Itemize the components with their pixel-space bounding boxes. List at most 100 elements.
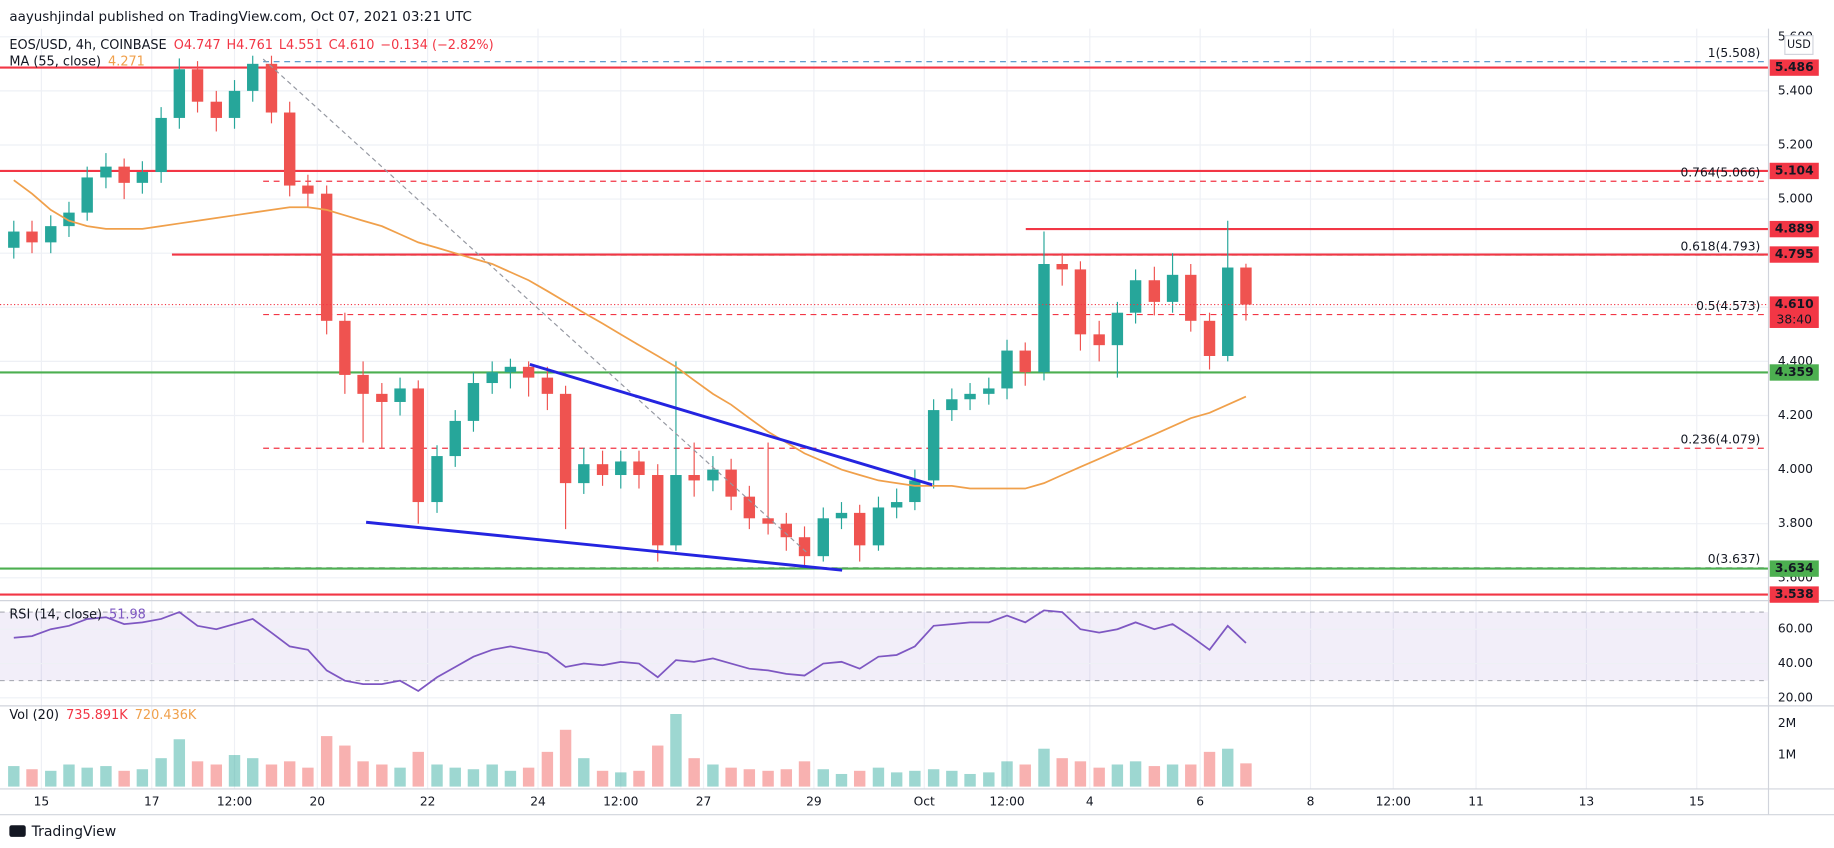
vol-tick-label: 1M <box>1778 748 1796 762</box>
published-line: aayushjindal published on TradingView.co… <box>9 10 472 25</box>
candle-body <box>118 166 130 183</box>
rsi-band <box>0 612 1769 681</box>
candle-body <box>890 502 903 508</box>
candle-body <box>688 475 700 481</box>
level-price-label: 3.634 <box>1775 561 1814 575</box>
volume-bar <box>817 769 829 787</box>
candle-body <box>522 366 535 378</box>
candle-body <box>265 63 278 113</box>
x-tick-label: 12:00 <box>1376 794 1411 808</box>
candle-body <box>376 393 388 402</box>
x-tick-label: 20 <box>309 794 325 808</box>
y-tick-label: 4.200 <box>1778 408 1813 422</box>
close: C4.610 <box>329 38 375 53</box>
candle-body <box>1074 269 1087 335</box>
volume-bar <box>909 770 921 787</box>
candle-body <box>1093 334 1105 346</box>
candle-body <box>1240 267 1252 305</box>
fib-label: 1(5.508) <box>1708 46 1761 60</box>
rsi-legend: RSI (14, close) 51.98 <box>9 607 146 622</box>
volume-bar <box>467 769 480 787</box>
volume-bar <box>652 745 664 787</box>
volume-bar <box>615 772 627 787</box>
level-price-label: 4.889 <box>1775 222 1814 236</box>
volume-bar <box>486 764 498 787</box>
volume-bar <box>100 766 112 787</box>
volume-bar <box>946 770 958 787</box>
fib-label: 0.236(4.079) <box>1680 433 1760 447</box>
vol-tick-label: 2M <box>1778 716 1796 730</box>
level-price-box <box>1769 586 1819 603</box>
current-price-box <box>1769 296 1819 328</box>
grid <box>0 28 1769 789</box>
vol-last: 735.891K <box>66 708 128 723</box>
volume-bar <box>762 770 774 787</box>
volume-bar <box>504 770 517 787</box>
candle-body <box>1222 267 1234 356</box>
volume-bar <box>780 769 793 787</box>
marks <box>0 55 1769 787</box>
volume-bar <box>578 758 590 787</box>
volume-bar <box>835 773 848 787</box>
open: O4.747 <box>174 38 221 53</box>
candle-body <box>173 69 186 118</box>
x-tick-label: 6 <box>1196 794 1204 808</box>
candle-body <box>817 518 829 557</box>
x-tick-label: 15 <box>1689 794 1705 808</box>
volume-bar <box>1001 761 1013 787</box>
candle-body <box>339 320 351 375</box>
candle-body <box>1001 350 1013 389</box>
y-tick-label: 4.000 <box>1778 462 1813 476</box>
volume-bar <box>853 770 866 787</box>
candle-body <box>1019 350 1031 373</box>
rsi-tick-label: 60.00 <box>1778 622 1813 636</box>
volume-bar <box>596 770 609 787</box>
candle-body <box>707 469 719 481</box>
volume-bar <box>1038 748 1050 787</box>
volume-bar <box>191 761 204 787</box>
candle-body <box>872 507 885 546</box>
candle-body <box>247 63 259 91</box>
candle-body <box>670 475 682 546</box>
volume-bar <box>890 772 903 787</box>
volume-bar <box>449 767 461 787</box>
candle-body <box>835 512 848 519</box>
rsi-tick-label: 20.00 <box>1778 690 1813 704</box>
candle-body <box>8 231 20 248</box>
level-price-label: 4.795 <box>1775 247 1814 261</box>
wedge-upper <box>529 362 933 487</box>
vol-name: Vol (20) <box>9 708 59 723</box>
candle-body <box>1129 280 1142 313</box>
x-tick-label: 12:00 <box>989 794 1024 808</box>
volume-bar <box>26 769 38 787</box>
x-tick-label: 15 <box>34 794 50 808</box>
volume-bar <box>265 764 278 787</box>
candle-body <box>63 212 75 227</box>
volume-bar <box>798 761 811 787</box>
volume-bar <box>8 766 20 787</box>
fib-label: 0(3.637) <box>1708 552 1761 566</box>
x-tick-label: 27 <box>696 794 712 808</box>
candle-body <box>1111 312 1124 346</box>
candle-body <box>302 185 314 194</box>
rsi-last: 51.98 <box>109 607 146 622</box>
volume-bar <box>283 761 296 787</box>
candle-body <box>909 480 921 503</box>
candle-body <box>81 177 93 213</box>
candle-body <box>449 420 461 457</box>
level-price-box <box>1769 560 1819 577</box>
y-tick-label: 5.400 <box>1778 83 1813 97</box>
level-price-label: 3.538 <box>1775 587 1814 601</box>
volume-bar <box>81 767 93 787</box>
ma-last: 4.271 <box>108 54 145 69</box>
volume-bar <box>927 769 940 787</box>
volume-bar <box>743 769 756 787</box>
candle-body <box>578 464 590 484</box>
volume-bar <box>1074 761 1087 787</box>
x-tick-label: 22 <box>420 794 436 808</box>
volume-bar <box>707 764 719 787</box>
volume-bar <box>964 773 976 787</box>
y-tick-label: 5.200 <box>1778 137 1813 151</box>
candle-body <box>853 512 866 546</box>
candle-body <box>596 464 609 476</box>
